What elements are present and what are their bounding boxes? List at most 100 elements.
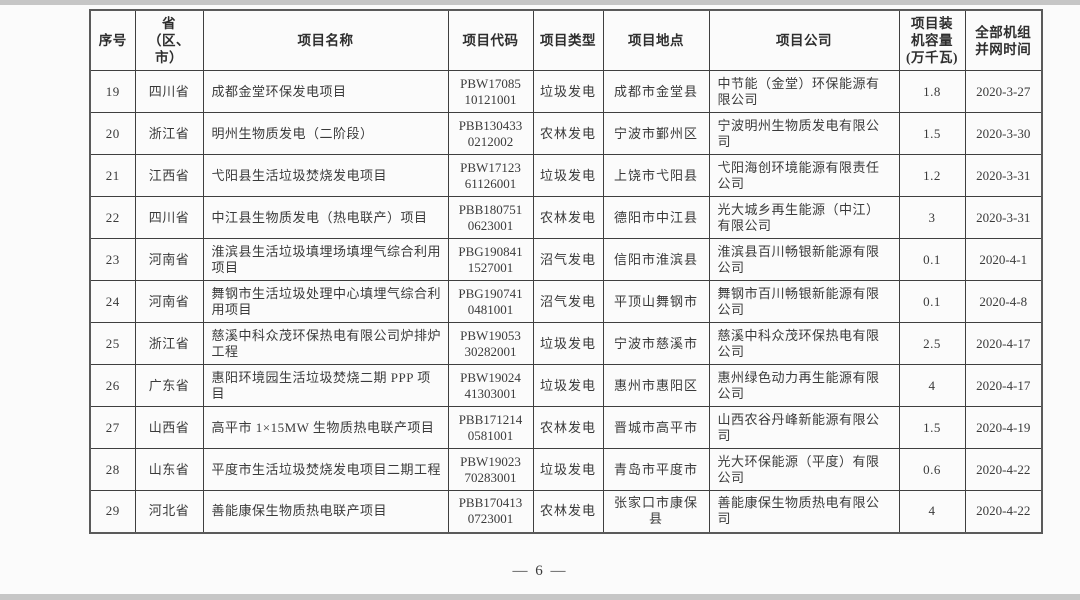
column-header-name: 项目名称 xyxy=(202,9,449,71)
cell-location: 上饶市弋阳县 xyxy=(602,154,710,197)
cell-name: 明州生物质发电（二阶段） xyxy=(202,112,449,155)
column-header-code: 项目代码 xyxy=(447,9,534,71)
cell-province: 山西省 xyxy=(134,406,204,449)
cell-province: 河北省 xyxy=(134,490,204,533)
cell-capacity: 1.8 xyxy=(898,70,966,113)
table-row: 26 广东省 惠阳环境园生活垃圾焚烧二期 PPP 项目 PBW19024 413030… xyxy=(89,364,1043,407)
page-number: — 6 — xyxy=(512,563,568,579)
cell-name: 淮滨县生活垃圾填埋场填埋气综合利用项目 xyxy=(202,238,449,281)
cell-name: 成都金堂环保发电项目 xyxy=(202,70,449,113)
cell-code: PBG190741 0481001 xyxy=(447,280,534,323)
cell-company: 善能康保生物质热电有限公司 xyxy=(708,490,900,533)
cell-company: 光大城乡再生能源（中江）有限公司 xyxy=(708,196,900,239)
cell-type: 农林发电 xyxy=(532,196,604,239)
cell-no: 29 xyxy=(89,490,136,533)
cell-company: 慈溪中科众茂环保热电有限公司 xyxy=(708,322,900,365)
table-row: 22 四川省 中江县生物质发电（热电联产）项目 PBB180751 0623001 农林… xyxy=(89,196,1043,239)
cell-company: 中节能（金堂）环保能源有限公司 xyxy=(708,70,900,113)
column-header-province: 省 （区、市） xyxy=(134,9,204,71)
cell-code: PBB180751 0623001 xyxy=(447,196,534,239)
table-row: 25 浙江省 慈溪中科众茂环保热电有限公司炉排炉工程 PBW19053 3028200… xyxy=(89,322,1043,365)
table-row: 29 河北省 善能康保生物质热电联产项目 PBB170413 0723001 农林发电张… xyxy=(89,490,1043,533)
cell-location: 德阳市中江县 xyxy=(602,196,710,239)
cell-location: 信阳市淮滨县 xyxy=(602,238,710,281)
cell-capacity: 2.5 xyxy=(898,322,966,365)
table-row: 23 河南省 淮滨县生活垃圾填埋场填埋气综合利用项目 PBG190841 152700… xyxy=(89,238,1043,281)
cell-company: 淮滨县百川畅银新能源有限公司 xyxy=(708,238,900,281)
cell-date: 2020-3-30 xyxy=(964,112,1043,155)
cell-type: 农林发电 xyxy=(532,490,604,533)
cell-date: 2020-3-31 xyxy=(964,154,1043,197)
cell-type: 垃圾发电 xyxy=(532,322,604,365)
cell-location: 青岛市平度市 xyxy=(602,448,710,491)
cell-date: 2020-4-1 xyxy=(964,238,1043,281)
cell-capacity: 4 xyxy=(898,490,966,533)
cell-company: 宁波明州生物质发电有限公司 xyxy=(708,112,900,155)
cell-province: 河南省 xyxy=(134,238,204,281)
cell-location: 张家口市康保县 xyxy=(602,490,710,533)
cell-capacity: 0.6 xyxy=(898,448,966,491)
cell-capacity: 1.5 xyxy=(898,112,966,155)
cell-no: 19 xyxy=(89,70,136,113)
table-header: 序号 省 （区、市） 项目名称 项目代码 项目类型 项目地点 项目公司 项目装 … xyxy=(89,9,1043,71)
cell-no: 23 xyxy=(89,238,136,281)
cell-type: 农林发电 xyxy=(532,406,604,449)
cell-code: PBG190841 1527001 xyxy=(447,238,534,281)
column-header-no: 序号 xyxy=(89,9,136,71)
cell-date: 2020-3-27 xyxy=(964,70,1043,113)
cell-capacity: 3 xyxy=(898,196,966,239)
cell-province: 江西省 xyxy=(134,154,204,197)
cell-name: 善能康保生物质热电联产项目 xyxy=(202,490,449,533)
cell-name: 舞钢市生活垃圾处理中心填埋气综合利用项目 xyxy=(202,280,449,323)
cell-company: 山西农谷丹峰新能源有限公司 xyxy=(708,406,900,449)
cell-location: 宁波市慈溪市 xyxy=(602,322,710,365)
header-row: 序号 省 （区、市） 项目名称 项目代码 项目类型 项目地点 项目公司 项目装 … xyxy=(89,9,1043,71)
cell-date: 2020-4-19 xyxy=(964,406,1043,449)
cell-no: 25 xyxy=(89,322,136,365)
cell-code: PBB170413 0723001 xyxy=(447,490,534,533)
page-top-edge xyxy=(0,0,1080,5)
cell-location: 平顶山舞钢市 xyxy=(602,280,710,323)
cell-province: 四川省 xyxy=(134,70,204,113)
cell-company: 舞钢市百川畅银新能源有限公司 xyxy=(708,280,900,323)
cell-province: 山东省 xyxy=(134,448,204,491)
cell-type: 农林发电 xyxy=(532,112,604,155)
cell-location: 晋城市高平市 xyxy=(602,406,710,449)
cell-date: 2020-4-22 xyxy=(964,490,1043,533)
table-row: 21 江西省 弋阳县生活垃圾焚烧发电项目 PBW17123 61126001 垃圾发电上… xyxy=(89,154,1043,197)
cell-date: 2020-4-22 xyxy=(964,448,1043,491)
cell-location: 惠州市惠阳区 xyxy=(602,364,710,407)
cell-type: 垃圾发电 xyxy=(532,448,604,491)
cell-company: 惠州绿色动力再生能源有限公司 xyxy=(708,364,900,407)
cell-province: 河南省 xyxy=(134,280,204,323)
cell-name: 平度市生活垃圾焚烧发电项目二期工程 xyxy=(202,448,449,491)
cell-name: 中江县生物质发电（热电联产）项目 xyxy=(202,196,449,239)
table-body: 19 四川省 成都金堂环保发电项目 PBW17085 10121001 垃圾发电 成都市金… xyxy=(89,70,1043,533)
cell-code: PBW19053 30282001 xyxy=(447,322,534,365)
column-header-type: 项目类型 xyxy=(532,9,604,71)
column-header-company: 项目公司 xyxy=(708,9,900,71)
cell-location: 宁波市鄞州区 xyxy=(602,112,710,155)
cell-code: PBW17085 10121001 xyxy=(447,70,534,113)
cell-type: 垃圾发电 xyxy=(532,154,604,197)
page-bottom-edge xyxy=(0,594,1080,600)
table-row: 19 四川省 成都金堂环保发电项目 PBW17085 10121001 垃圾发电 成都市金… xyxy=(89,70,1043,113)
cell-date: 2020-4-17 xyxy=(964,322,1043,365)
column-header-location: 项目地点 xyxy=(602,9,710,71)
cell-province: 浙江省 xyxy=(134,112,204,155)
cell-no: 22 xyxy=(89,196,136,239)
cell-code: PBW19024 41303001 xyxy=(447,364,534,407)
cell-code: PBW19023 70283001 xyxy=(447,448,534,491)
cell-no: 21 xyxy=(89,154,136,197)
cell-date: 2020-3-31 xyxy=(964,196,1043,239)
cell-capacity: 4 xyxy=(898,364,966,407)
cell-name: 惠阳环境园生活垃圾焚烧二期 PPP 项目 xyxy=(202,364,449,407)
cell-name: 慈溪中科众茂环保热电有限公司炉排炉工程 xyxy=(202,322,449,365)
cell-name: 弋阳县生活垃圾焚烧发电项目 xyxy=(202,154,449,197)
cell-capacity: 0.1 xyxy=(898,238,966,281)
cell-name: 高平市 1×15MW 生物质热电联产项目 xyxy=(202,406,449,449)
column-header-capacity: 项目装 机容量 (万千瓦) xyxy=(898,9,966,71)
cell-company: 弋阳海创环境能源有限责任公司 xyxy=(708,154,900,197)
cell-type: 垃圾发电 xyxy=(532,70,604,113)
cell-code: PBW17123 61126001 xyxy=(447,154,534,197)
